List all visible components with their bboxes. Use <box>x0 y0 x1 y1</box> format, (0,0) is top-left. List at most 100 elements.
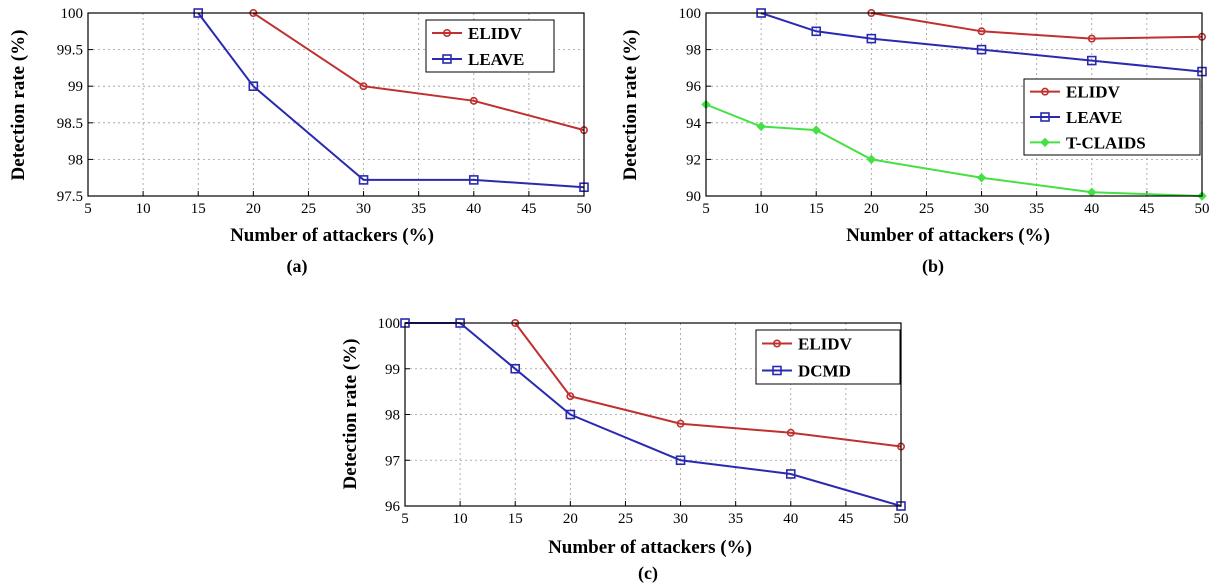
series-line-leave <box>197 12 585 189</box>
x-tick-label: 45 <box>521 201 536 217</box>
legend: ELIDV LEAVE T-CLAIDS <box>1023 78 1201 156</box>
legend-entry: T-CLAIDS <box>1066 133 1146 152</box>
data-point-dcmd <box>565 409 576 420</box>
legend-entry: ELIDV <box>1066 83 1121 102</box>
data-point-dcmd <box>510 363 521 374</box>
y-tick-label: 97.5 <box>57 189 83 205</box>
y-tick-label: 99.5 <box>57 43 83 59</box>
data-point-t-claids <box>976 172 987 183</box>
legend: ELIDV LEAVE <box>425 19 555 73</box>
y-tick-label: 99 <box>68 79 83 95</box>
data-point-dcmd <box>675 455 686 466</box>
chart-a: 5 10 15 20 25 30 35 40 45 50 97.5 98 98.5 99 99.5 100 Nu… <box>8 6 592 277</box>
series-line-leave <box>760 12 1203 73</box>
x-tick-label: 25 <box>301 201 316 217</box>
y-axis-label: Detection rate (%) <box>8 30 29 181</box>
x-tick-label: 10 <box>453 511 468 527</box>
y-axis-label: Detection rate (%) <box>620 30 641 181</box>
data-point-elidv <box>566 392 575 401</box>
x-tick-label: 35 <box>728 511 743 527</box>
y-tick-label: 98.5 <box>57 116 83 132</box>
y-tick-label: 97 <box>385 453 401 469</box>
x-tick-label: 35 <box>1029 201 1044 217</box>
y-tick-label: 96 <box>686 79 702 95</box>
data-point-leave <box>468 175 479 185</box>
chart-caption: (c) <box>638 563 658 584</box>
data-point-elidv <box>977 27 986 36</box>
y-tick-label: 96 <box>385 499 401 515</box>
legend-marker <box>1040 112 1050 122</box>
chart-c: 5 10 15 20 25 30 35 40 45 50 96 97 98 99 100 Number of … <box>340 316 909 584</box>
data-point-elidv <box>359 82 368 91</box>
x-tick-label: 25 <box>919 201 934 217</box>
x-tick-label: 50 <box>577 201 592 217</box>
data-point-t-claids <box>866 154 877 165</box>
data-point-leave <box>358 175 369 185</box>
data-point-dcmd <box>785 469 796 479</box>
legend-marker <box>442 54 452 64</box>
x-tick-label: 20 <box>864 201 879 217</box>
y-tick-label: 98 <box>385 408 400 424</box>
x-axis-label: Number of attackers (%) <box>846 225 1050 246</box>
x-tick-label: 25 <box>618 511 633 527</box>
y-tick-label: 100 <box>679 6 702 22</box>
x-tick-label: 20 <box>563 511 578 527</box>
legend-entry: DCMD <box>798 362 851 381</box>
data-point-t-claids <box>811 125 821 135</box>
x-tick-label: 40 <box>466 201 481 217</box>
legend-entry: LEAVE <box>468 50 524 69</box>
data-point-leave <box>866 33 877 44</box>
x-tick-label: 5 <box>84 201 92 217</box>
legend-marker <box>1041 87 1050 96</box>
data-point-leave <box>248 81 259 91</box>
y-tick-label: 92 <box>686 152 701 168</box>
x-axis-label: Number of attackers (%) <box>548 537 752 558</box>
data-point-elidv <box>676 419 685 428</box>
x-tick-label: 15 <box>191 201 206 217</box>
x-tick-label: 5 <box>702 201 710 217</box>
chart-caption: (b) <box>922 256 944 277</box>
x-tick-label: 40 <box>783 511 798 527</box>
y-tick-label: 100 <box>378 316 401 332</box>
data-point-leave <box>1086 55 1097 66</box>
x-tick-label: 10 <box>136 201 151 217</box>
x-tick-label: 40 <box>1084 201 1099 217</box>
legend-entry: ELIDV <box>468 24 523 43</box>
chart-caption: (a) <box>287 256 308 277</box>
x-tick-label: 30 <box>673 511 688 527</box>
legend-marker <box>442 28 451 37</box>
x-tick-label: 10 <box>754 201 769 217</box>
y-tick-label: 100 <box>61 6 84 22</box>
y-tick-label: 98 <box>686 43 701 59</box>
x-tick-label: 30 <box>974 201 989 217</box>
legend-entry: ELIDV <box>798 335 853 354</box>
x-tick-label: 35 <box>411 201 426 217</box>
data-point-elidv <box>1087 34 1096 43</box>
x-axis-label: Number of attackers (%) <box>230 225 434 246</box>
axes-frame <box>404 322 902 507</box>
y-tick-label: 94 <box>686 116 702 132</box>
x-tick-label: 20 <box>246 201 261 217</box>
data-point-leave <box>976 44 987 55</box>
y-axis-label: Detection rate (%) <box>340 339 361 490</box>
x-tick-label: 5 <box>401 511 409 527</box>
data-point-elidv <box>469 96 478 105</box>
x-tick-label: 45 <box>1139 201 1154 217</box>
x-tick-label: 50 <box>894 511 909 527</box>
x-tick-label: 15 <box>508 511 523 527</box>
legend-marker <box>1040 137 1050 148</box>
axes-frame <box>87 12 585 197</box>
legend-marker <box>772 339 781 348</box>
axes-frame <box>705 12 1203 197</box>
series-line-elidv <box>252 12 585 132</box>
legend-marker <box>772 365 782 376</box>
y-tick-label: 90 <box>686 189 701 205</box>
series-line-elidv <box>514 322 902 448</box>
legend-entry: LEAVE <box>1066 108 1122 127</box>
data-point-t-claids <box>756 121 766 132</box>
y-tick-label: 99 <box>385 362 400 378</box>
data-point-leave <box>811 26 822 37</box>
x-tick-label: 45 <box>838 511 853 527</box>
x-tick-label: 15 <box>809 201 824 217</box>
